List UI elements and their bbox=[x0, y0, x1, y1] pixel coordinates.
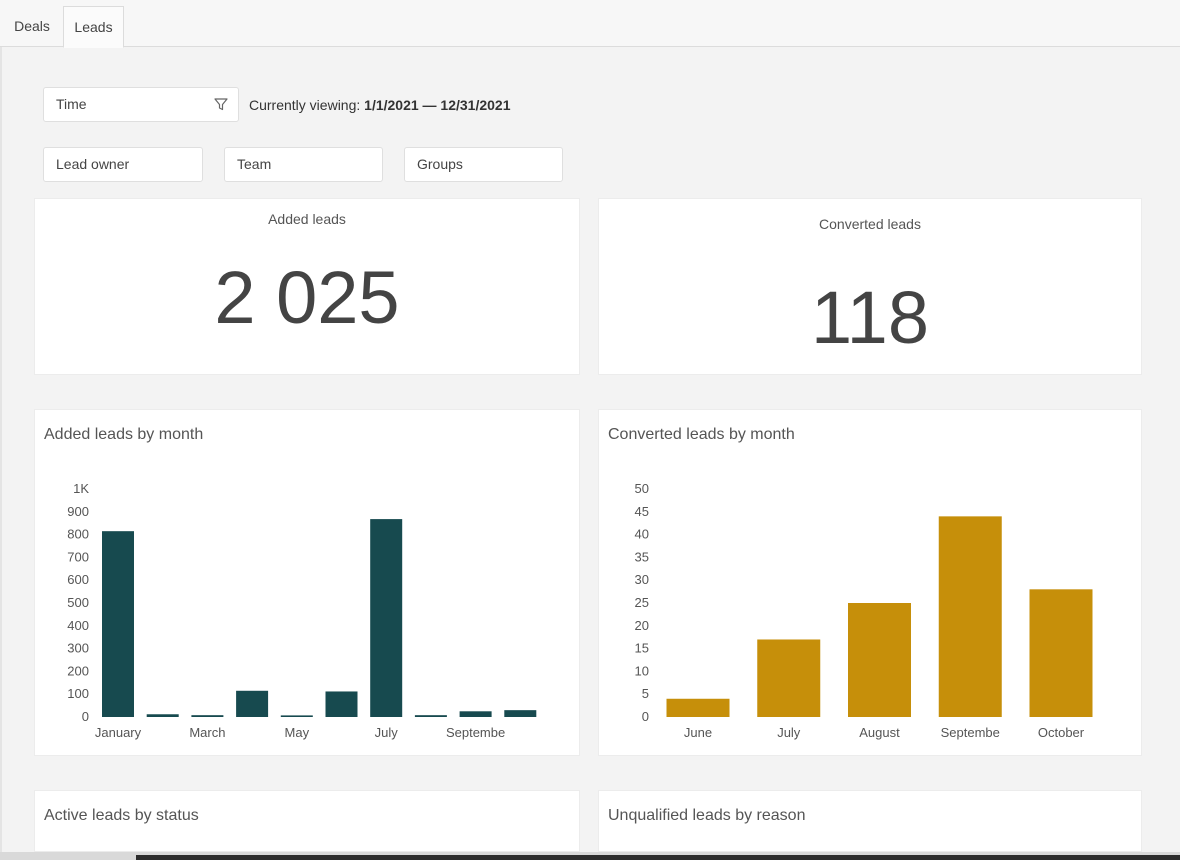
added-leads-card: Added leads 2 025 bbox=[34, 198, 580, 375]
converted-chart-title: Converted leads by month bbox=[608, 426, 795, 443]
groups-filter[interactable]: Groups bbox=[404, 147, 563, 182]
y-tick-label: 10 bbox=[635, 663, 649, 678]
unqualified-leads-title: Unqualified leads by reason bbox=[608, 807, 806, 824]
x-tick-label: Septembe bbox=[446, 725, 505, 740]
added-leads-label: Added leads bbox=[268, 211, 346, 227]
time-filter-label: Time bbox=[56, 96, 87, 112]
y-tick-label: 500 bbox=[67, 595, 89, 610]
y-tick-label: 35 bbox=[635, 549, 649, 564]
viewing-date-range: 1/1/2021 — 12/31/2021 bbox=[364, 97, 511, 113]
x-tick-label: May bbox=[285, 725, 310, 740]
y-tick-label: 300 bbox=[67, 641, 89, 656]
added-chart-title: Added leads by month bbox=[44, 426, 204, 443]
y-tick-label: 700 bbox=[67, 549, 89, 564]
added-leads-by-month-card: Added leads by month 0 100 200 300 400 500 600… bbox=[34, 409, 580, 756]
time-filter-dropdown[interactable]: Time bbox=[43, 87, 239, 122]
y-tick-label: 900 bbox=[67, 504, 89, 519]
converted-leads-chart: 0 5 10 15 20 25 30 35 40 45 50 June July August Septem… bbox=[635, 481, 1093, 740]
converted-leads-by-month-card: Converted leads by month 0 5 10 15 20 25 30 35 4… bbox=[598, 409, 1142, 756]
bar-january[interactable] bbox=[102, 531, 134, 717]
bar-septembe[interactable] bbox=[459, 711, 492, 717]
y-tick-label: 5 bbox=[642, 686, 649, 701]
funnel-icon bbox=[214, 98, 228, 111]
bar-july[interactable] bbox=[370, 519, 403, 717]
bar-october[interactable] bbox=[504, 710, 537, 717]
x-tick-label: July bbox=[777, 725, 801, 740]
x-tick-label: July bbox=[375, 725, 399, 740]
active-leads-title: Active leads by status bbox=[44, 807, 199, 824]
x-tick-label: March bbox=[189, 725, 225, 740]
left-edge-divider bbox=[0, 47, 2, 852]
y-tick-label: 30 bbox=[635, 572, 649, 587]
y-tick-label: 45 bbox=[635, 504, 649, 519]
bar-may[interactable] bbox=[280, 715, 313, 717]
bar-october[interactable] bbox=[1029, 589, 1093, 717]
viewing-range: Currently viewing: 1/1/2021 — 12/31/2021 bbox=[249, 97, 511, 113]
y-tick-label: 600 bbox=[67, 572, 89, 587]
y-tick-label: 1K bbox=[73, 481, 89, 496]
bar-august[interactable] bbox=[414, 715, 447, 717]
y-tick-label: 0 bbox=[82, 709, 89, 724]
y-tick-label: 40 bbox=[635, 527, 649, 542]
added-leads-value: 2 025 bbox=[214, 256, 400, 339]
y-tick-label: 15 bbox=[635, 641, 649, 656]
scrollbar-track bbox=[136, 855, 1180, 860]
bar-august[interactable] bbox=[848, 603, 911, 717]
y-tick-label: 20 bbox=[635, 618, 649, 633]
tab-bar: Deals Leads bbox=[0, 0, 1180, 48]
tab-deals[interactable]: Deals bbox=[14, 18, 50, 34]
y-tick-label: 200 bbox=[67, 663, 89, 678]
bar-april[interactable] bbox=[236, 690, 269, 717]
viewing-label: Currently viewing: bbox=[249, 97, 361, 113]
x-tick-label: October bbox=[1038, 725, 1085, 740]
bar-february[interactable] bbox=[146, 714, 179, 717]
x-tick-label: August bbox=[859, 725, 900, 740]
y-tick-label: 400 bbox=[67, 618, 89, 633]
active-leads-card: Active leads by status bbox=[34, 790, 580, 852]
bar-june[interactable] bbox=[666, 698, 730, 717]
lead-owner-filter[interactable]: Lead owner bbox=[43, 147, 203, 182]
bar-march[interactable] bbox=[191, 715, 224, 717]
y-tick-label: 25 bbox=[635, 595, 649, 610]
y-tick-label: 100 bbox=[67, 686, 89, 701]
bar-septembe[interactable] bbox=[938, 516, 1002, 717]
team-filter[interactable]: Team bbox=[224, 147, 383, 182]
added-leads-chart: 0 100 200 300 400 500 600 700 800 900 1K January Mar… bbox=[67, 481, 537, 740]
x-tick-label: June bbox=[684, 725, 712, 740]
y-tick-label: 50 bbox=[635, 481, 649, 496]
y-tick-label: 0 bbox=[642, 709, 649, 724]
bottom-scrollbar[interactable] bbox=[0, 852, 1180, 860]
y-tick-label: 800 bbox=[67, 527, 89, 542]
x-tick-label: Septembe bbox=[941, 725, 1000, 740]
bar-june[interactable] bbox=[325, 691, 358, 717]
converted-leads-value: 118 bbox=[811, 276, 929, 359]
converted-leads-label: Converted leads bbox=[819, 216, 921, 232]
converted-leads-card: Converted leads 118 bbox=[598, 198, 1142, 375]
x-tick-label: January bbox=[95, 725, 142, 740]
tab-leads[interactable]: Leads bbox=[63, 6, 124, 48]
unqualified-leads-card: Unqualified leads by reason bbox=[598, 790, 1142, 852]
bar-july[interactable] bbox=[757, 639, 821, 717]
